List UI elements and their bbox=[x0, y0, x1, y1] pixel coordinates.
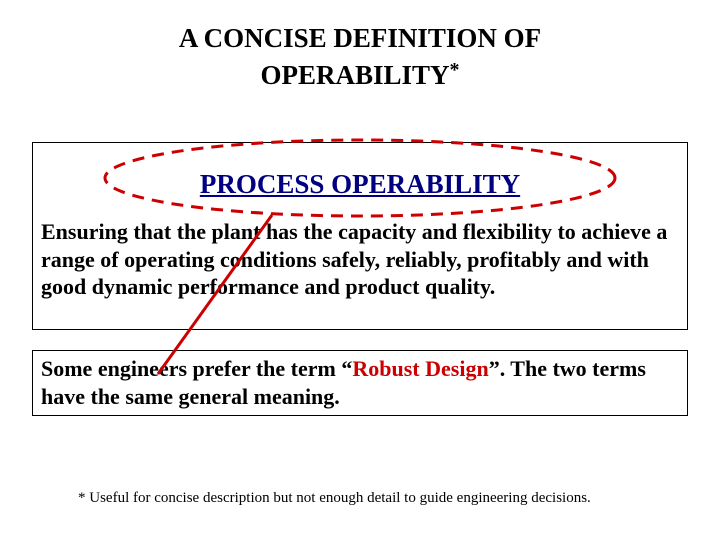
robust-design-term: Robust Design bbox=[352, 356, 488, 381]
title-line-1: A CONCISE DEFINITION OF bbox=[0, 22, 720, 56]
slide-title: A CONCISE DEFINITION OF OPERABILITY* bbox=[0, 0, 720, 93]
definition-box: PROCESS OPERABILITY Ensuring that the pl… bbox=[32, 142, 688, 330]
footnote: * Useful for concise description but not… bbox=[78, 490, 591, 507]
process-operability-heading: PROCESS OPERABILITY bbox=[41, 169, 679, 200]
title-word: OPERABILITY bbox=[260, 60, 449, 90]
robust-design-text: Some engineers prefer the term “Robust D… bbox=[41, 355, 679, 410]
title-line-2: OPERABILITY* bbox=[0, 56, 720, 93]
rd-prefix: Some engineers prefer the term “ bbox=[41, 356, 352, 381]
title-asterisk: * bbox=[450, 59, 460, 81]
definition-body: Ensuring that the plant has the capacity… bbox=[41, 218, 679, 301]
robust-design-box: Some engineers prefer the term “Robust D… bbox=[32, 350, 688, 416]
